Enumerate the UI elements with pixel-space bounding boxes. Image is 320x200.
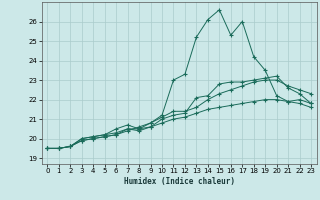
X-axis label: Humidex (Indice chaleur): Humidex (Indice chaleur) [124, 177, 235, 186]
